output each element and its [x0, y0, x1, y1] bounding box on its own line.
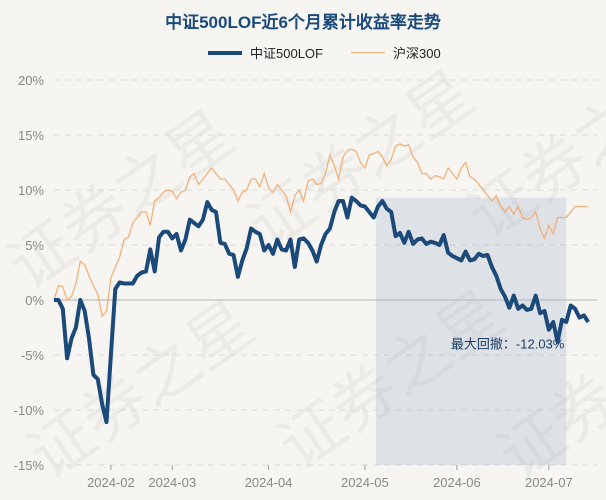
- y-tick-label-3: 5%: [25, 238, 44, 253]
- y-axis-ticks: 20% 15% 10% 5% 0% -5% -10% -15%: [14, 73, 45, 473]
- series-line-zz500lof: [54, 195, 590, 425]
- x-axis-ticks: 2024-02 2024-03 2024-04 2024-05 2024-06 2024-…: [87, 465, 573, 490]
- x-tick-label-1: 2024-03: [148, 475, 196, 490]
- y-tick-label-4: 0%: [25, 293, 44, 308]
- legend: 中证500LOF 沪深300: [0, 43, 606, 63]
- x-tick-label-0: 2024-02: [87, 475, 135, 490]
- y-tick-label-6: -10%: [14, 403, 45, 418]
- x-tick-label-2: 2024-04: [245, 475, 293, 490]
- x-tick-label-3: 2024-05: [341, 475, 389, 490]
- max-drawdown-region: [375, 197, 567, 465]
- legend-swatch-fund: [208, 50, 242, 55]
- max-drawdown-label: 最大回撤：-12.03%: [451, 336, 565, 351]
- legend-item-fund[interactable]: 中证500LOF: [208, 43, 323, 62]
- legend-item-index[interactable]: 沪深300: [351, 43, 441, 62]
- y-tick-label-7: -15%: [14, 458, 45, 473]
- y-tick-label-0: 20%: [18, 73, 44, 88]
- y-tick-label-1: 15%: [18, 128, 44, 143]
- x-tick-label-4: 2024-06: [433, 475, 481, 490]
- legend-swatch-index: [351, 52, 385, 53]
- y-tick-label-2: 10%: [18, 183, 44, 198]
- x-tick-label-5: 2024-07: [525, 475, 573, 490]
- series-line-hs300: [53, 143, 589, 319]
- chart-title: 中证500LOF近6个月累计收益率走势: [165, 13, 441, 32]
- legend-label-fund: 中证500LOF: [250, 46, 323, 61]
- legend-label-index: 沪深300: [393, 46, 441, 61]
- y-tick-label-5: -5%: [21, 348, 45, 363]
